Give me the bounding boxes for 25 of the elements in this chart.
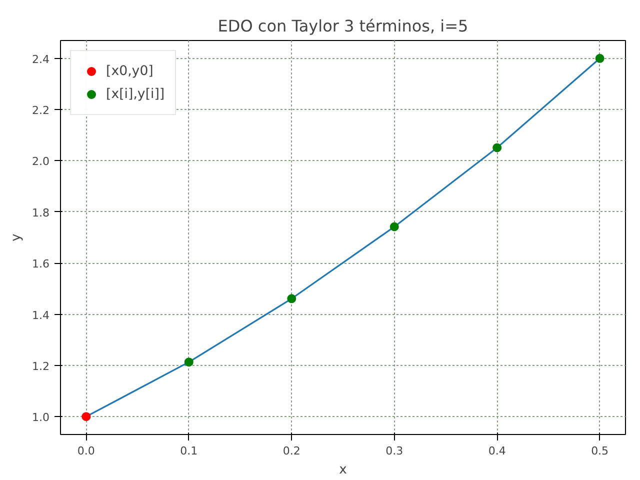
y-tick-label: 2.0	[32, 155, 50, 168]
x-tick-label: 0.4	[488, 444, 506, 458]
point	[184, 358, 194, 367]
y-tick-label: 1.8	[32, 206, 50, 220]
y-tick-label: 1.6	[32, 258, 50, 271]
x-axis-title: x	[339, 462, 348, 478]
y-axis-title: y	[9, 233, 24, 242]
legend-label: [x[i],y[i]]	[106, 86, 165, 102]
point	[287, 294, 296, 304]
y-tick-label: 2.2	[32, 104, 50, 118]
point	[492, 143, 502, 152]
point	[82, 412, 91, 422]
y-tick-label: 1.4	[32, 308, 50, 322]
legend-label: [x0,y0]	[106, 64, 154, 78]
x-tick-label: 0.0	[77, 444, 95, 458]
chart-title: EDO con Taylor 3 términos, i=5	[218, 16, 468, 36]
x-tick-label: 0.5	[591, 444, 609, 458]
x-tick-label: 0.2	[282, 444, 300, 458]
y-tick-label: 1.2	[32, 360, 50, 373]
x-tick-label: 0.1	[180, 444, 198, 458]
y-tick-label: 2.4	[32, 52, 50, 66]
x-tick-label: 0.3	[386, 444, 404, 458]
y-tick-label: 1.0	[32, 411, 50, 424]
point	[595, 54, 604, 63]
point	[390, 222, 399, 232]
